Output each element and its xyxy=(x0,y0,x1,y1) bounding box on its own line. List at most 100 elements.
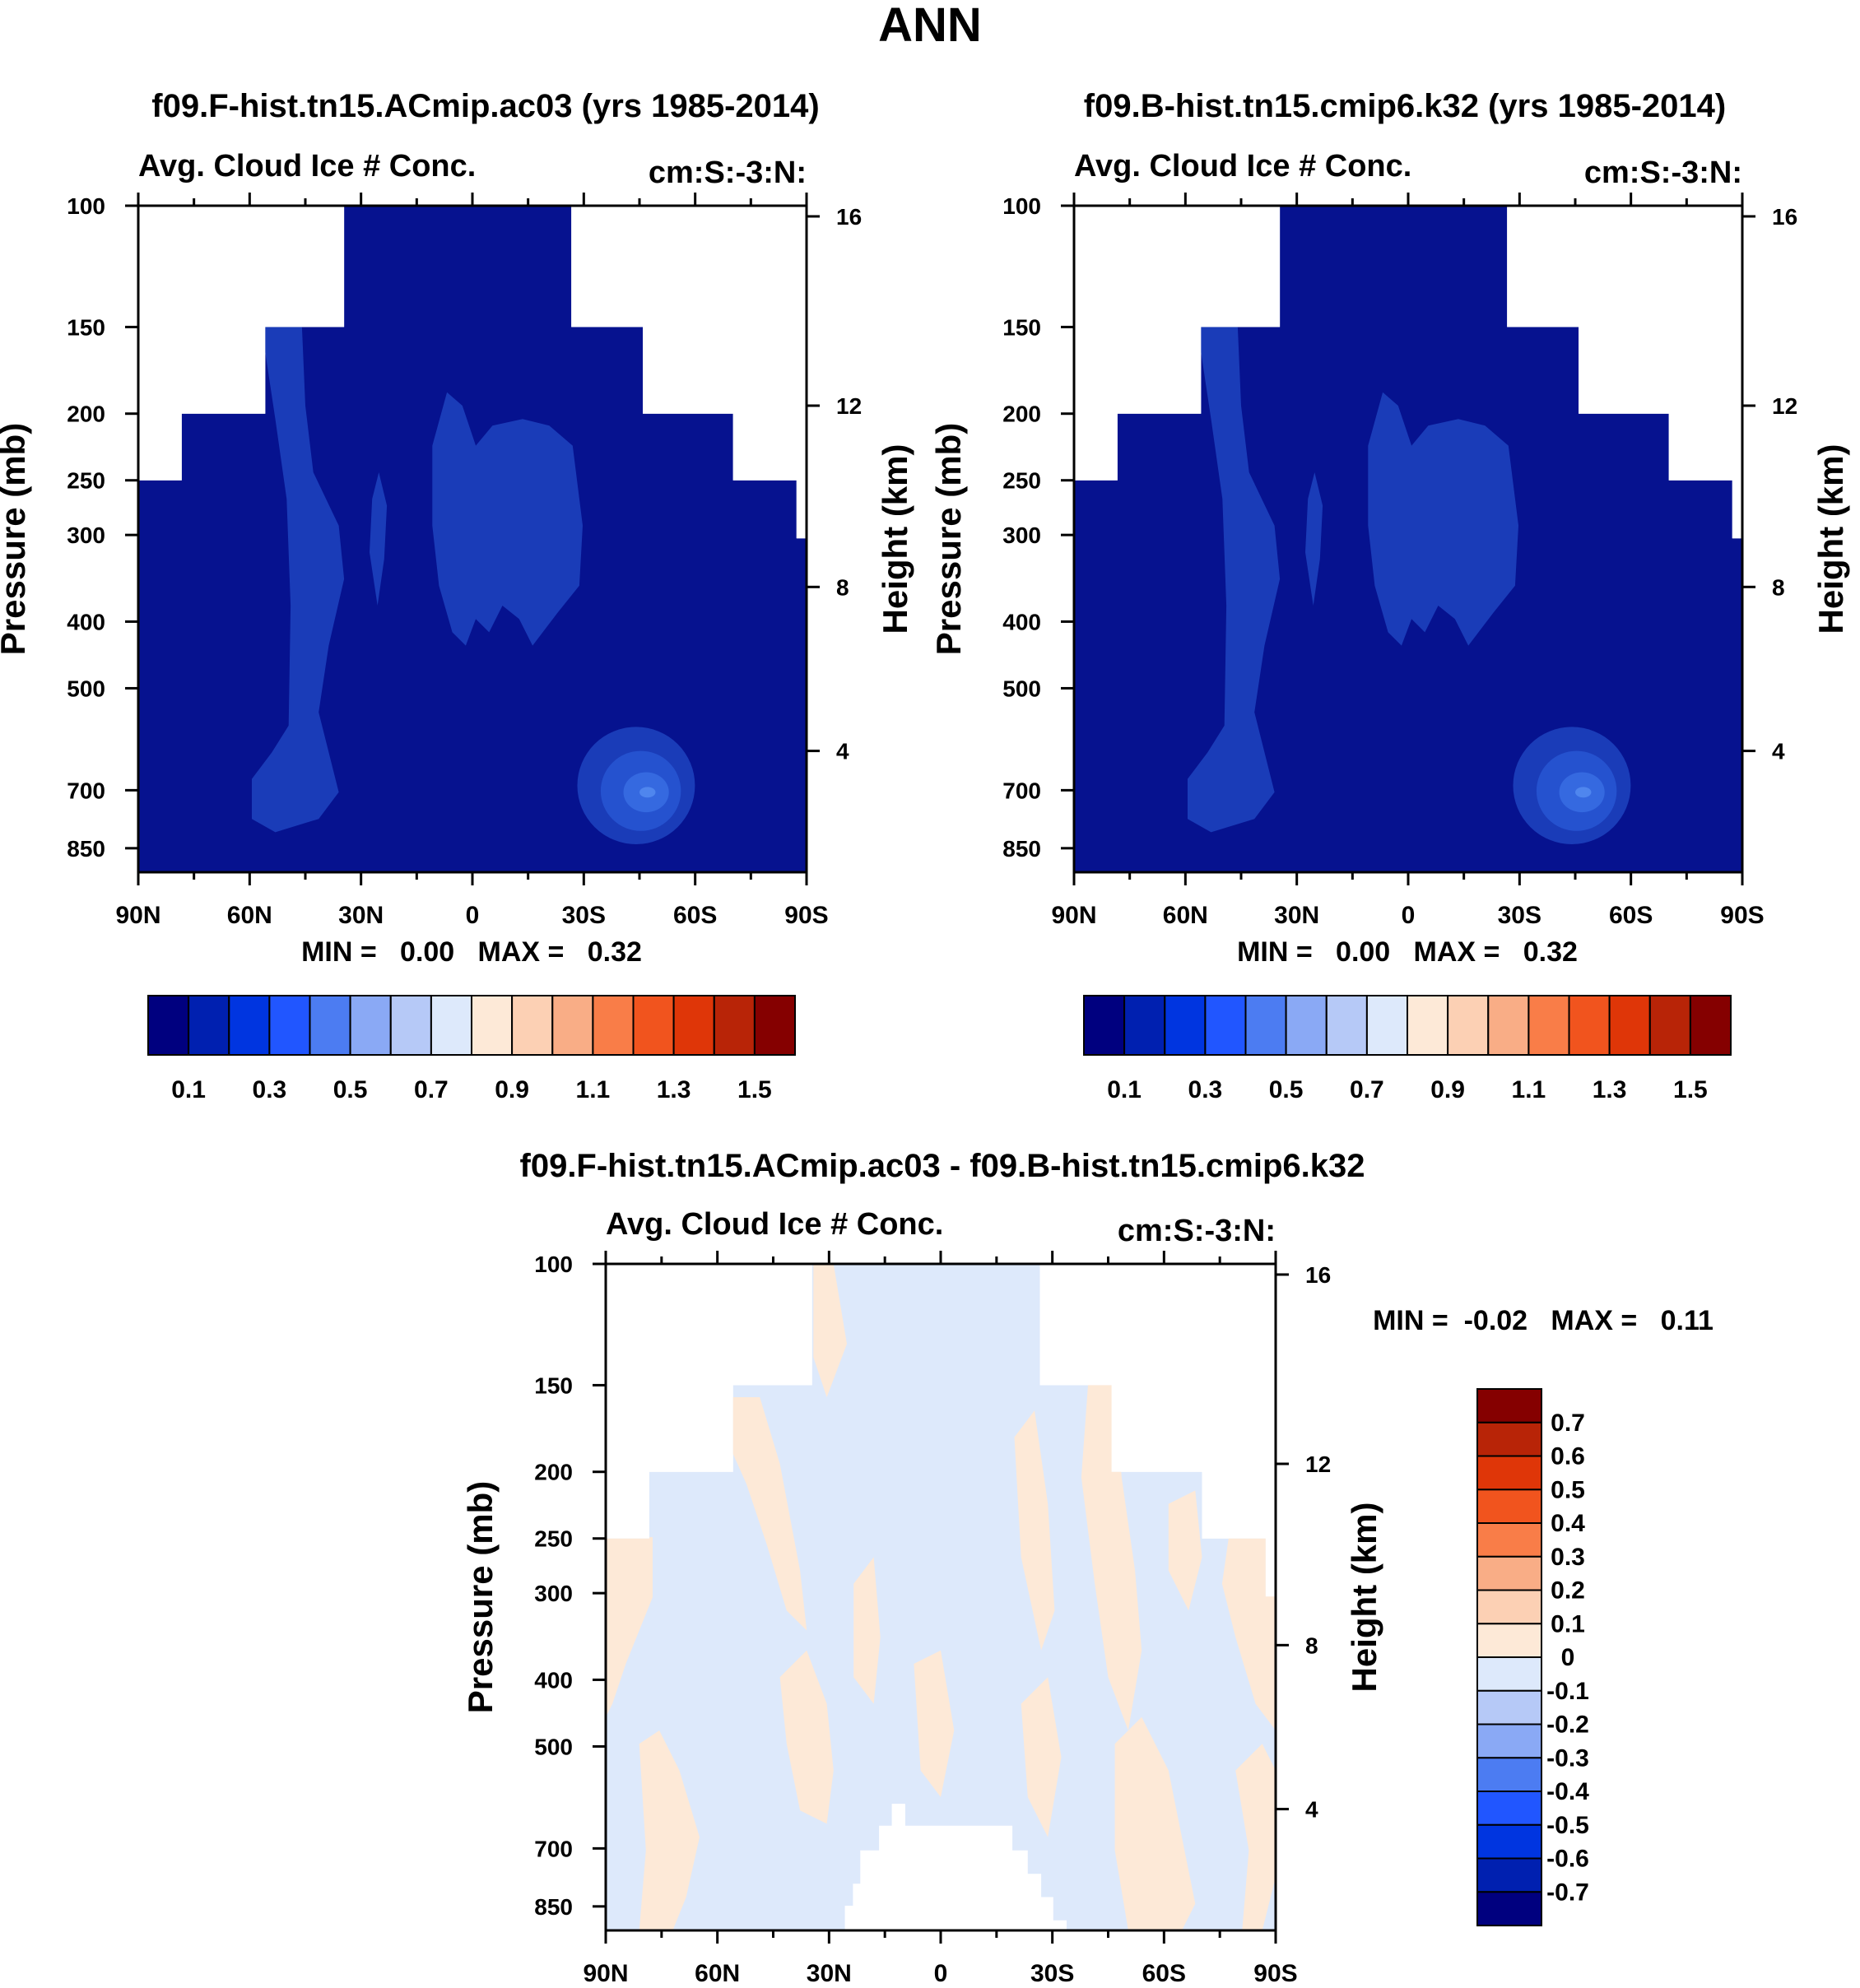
panel-3-y-axis-title: Pressure (mb) xyxy=(461,1481,500,1713)
panel-3-title: f09.F-hist.tn15.ACmip.ac03 - f09.B-hist.… xyxy=(520,1148,1365,1184)
panel-1-y-right-tick-label: 16 xyxy=(836,204,862,230)
panel-1-y-axis-title: Pressure (mb) xyxy=(0,423,32,655)
panel-3-colorbar-box xyxy=(1476,1656,1542,1692)
panel-2-y-tick-label: 150 xyxy=(1002,314,1041,340)
panel-3: f09.F-hist.tn15.ACmip.ac03 - f09.B-hist.… xyxy=(461,1148,1714,1987)
panel-2-y-axis-title: Pressure (mb) xyxy=(929,423,968,655)
panel-1-colorbar-box xyxy=(309,995,351,1056)
panel-1-colorbar-label: 0.5 xyxy=(333,1076,368,1103)
panel-1-colorbar-box xyxy=(430,995,473,1056)
panel-3-colorbar-label: 0.5 xyxy=(1551,1476,1585,1503)
panel-2-y-right-tick-label: 12 xyxy=(1772,393,1797,419)
panel-1-colorbar: 0.1 0.3 0.5 0.7 0.9 1.1 1.3 1.5 xyxy=(147,995,797,1103)
panel-2-y-tick-label: 500 xyxy=(1002,676,1041,701)
panel-3-y-right-tick-label: 4 xyxy=(1305,1797,1318,1823)
panel-1-colorbar-label: 0.7 xyxy=(414,1076,449,1103)
panel-1-colorbar-label: 0.3 xyxy=(253,1076,287,1103)
panel-1-y-right-tick-label: 12 xyxy=(836,393,862,419)
panel-2-y-tick-label: 700 xyxy=(1002,778,1041,803)
panel-3-colorbar-box xyxy=(1476,1791,1542,1826)
panel-2-colorbar-box xyxy=(1689,995,1732,1056)
panel-2-x-tick-label: 30N xyxy=(1274,902,1319,929)
panel-2-plot: 90N 60N 30N 0 30S 60S 90S 100 150 200 250 300 400 500… xyxy=(929,193,1850,929)
panel-2-field xyxy=(1074,206,1742,872)
panel-3-colorbar-box xyxy=(1476,1421,1542,1457)
panel-3-colorbar-box xyxy=(1476,1455,1542,1491)
panel-2-left-label: Avg. Cloud Ice # Conc. xyxy=(1074,149,1411,183)
panel-2-colorbar-box xyxy=(1365,995,1409,1056)
panel-3-plot: 90N 60N 30N 0 30S 60S 90S 100 150 200 250 300 400 500… xyxy=(461,1251,1383,1987)
panel-3-right-label: cm:S:-3:N: xyxy=(1118,1214,1276,1248)
panel-2-colorbar: 0.1 0.3 0.5 0.7 0.9 1.1 1.3 1.5 xyxy=(1083,995,1732,1103)
panel-3-colorbar-label: 0.6 xyxy=(1551,1443,1585,1470)
panel-3-y-tick-label: 700 xyxy=(534,1836,573,1861)
panel-1-colorbar-label: 1.5 xyxy=(737,1076,772,1103)
panel-3-positive-anomaly xyxy=(1081,1383,1142,1730)
panel-3-y-tick-label: 300 xyxy=(534,1581,573,1606)
panel-3-positive-anomaly xyxy=(719,1397,807,1631)
panel-2-colorbar-label: 0.5 xyxy=(1269,1076,1304,1103)
panel-2-colorbar-box xyxy=(1325,995,1368,1056)
panel-1-stats: MIN = 0.00 MAX = 0.32 xyxy=(301,936,642,968)
panel-3-colorbar-box xyxy=(1476,1689,1542,1726)
panel-1-colorbar-box xyxy=(713,995,756,1056)
panel-1-region-tropical xyxy=(432,392,583,646)
panel-1-colorbar-box xyxy=(389,995,432,1056)
panel-3-colorbar-box xyxy=(1476,1723,1542,1759)
panel-3-x-tick-label: 30S xyxy=(1030,1960,1074,1987)
panel-1-y-tick-label: 100 xyxy=(67,193,105,219)
panel-1-colorbar-label: 1.1 xyxy=(576,1076,611,1103)
panel-2-colorbar-label: 1.1 xyxy=(1512,1076,1546,1103)
panel-3-y-tick-label: 100 xyxy=(534,1252,573,1277)
panel-2-y-tick-label: 200 xyxy=(1002,402,1041,427)
panel-2-colorbar-box xyxy=(1164,995,1207,1056)
panel-3-x-tick-label: 0 xyxy=(934,1960,948,1987)
panel-1-colorbar-box xyxy=(753,995,797,1056)
panel-1-region-south-core xyxy=(639,787,656,798)
panel-3-y-tick-label: 250 xyxy=(534,1526,573,1552)
panel-3-stats: MIN = -0.02 MAX = 0.11 xyxy=(1373,1305,1714,1336)
panel-1-right-label: cm:S:-3:N: xyxy=(649,156,807,190)
panel-3-colorbar-label: -0.1 xyxy=(1546,1678,1589,1705)
panel-1-colorbar-box xyxy=(268,995,311,1056)
panel-2-y-right-tick-label: 8 xyxy=(1772,574,1785,600)
panel-3-positive-anomaly xyxy=(639,1730,700,1930)
panel-2-y-tick-label: 100 xyxy=(1002,193,1041,219)
panel-2-x-tick-label: 0 xyxy=(1402,902,1416,929)
panel-3-y-right-tick-label: 8 xyxy=(1305,1633,1318,1658)
panel-1-x-tick-label: 30N xyxy=(338,902,384,929)
panel-2-x-tick-label: 90N xyxy=(1051,902,1096,929)
panel-2-colorbar-box xyxy=(1204,995,1247,1056)
panel-2-region-tropical xyxy=(1368,392,1518,646)
panel-1-x-tick-label: 90N xyxy=(115,902,160,929)
panel-2-colorbar-box xyxy=(1487,995,1530,1056)
panel-2-x-tick-label: 30S xyxy=(1498,902,1541,929)
panel-1-colorbar-box xyxy=(511,995,554,1056)
panel-3-positive-anomaly xyxy=(1021,1677,1062,1837)
panel-1-colorbar-label: 1.3 xyxy=(657,1076,691,1103)
panel-3-colorbar-box xyxy=(1476,1623,1542,1659)
panel-3-x-tick-label: 30N xyxy=(807,1960,852,1987)
panel-1-colorbar-box xyxy=(672,995,715,1056)
panel-1-y-tick-label: 400 xyxy=(67,609,105,634)
panel-2-colorbar-box xyxy=(1285,995,1328,1056)
panel-3-positive-anomaly xyxy=(1014,1410,1055,1651)
panel-3-positive-anomaly xyxy=(853,1557,881,1704)
panel-1-x-tick-label: 30S xyxy=(562,902,606,929)
panel-3-x-tick-label: 90S xyxy=(1253,1960,1297,1987)
panel-3-positive-anomaly xyxy=(1221,1537,1276,1730)
panel-1-x-tick-label: 0 xyxy=(466,902,480,929)
panel-3-colorbar-label: -0.5 xyxy=(1546,1812,1589,1839)
panel-3-x-tick-label: 90N xyxy=(583,1960,628,1987)
panel-3-left-label: Avg. Cloud Ice # Conc. xyxy=(606,1207,943,1242)
panel-3-y-right-tick-label: 16 xyxy=(1305,1262,1331,1288)
panel-3-positive-anomaly xyxy=(1235,1744,1276,1930)
panel-2-region-south-core xyxy=(1575,787,1592,798)
panel-3-colorbar-label: -0.4 xyxy=(1546,1778,1589,1805)
panel-1-plot: 90N 60N 30N 0 30S 60S 90S 100 150 200 250 300 400 500… xyxy=(0,193,914,929)
panel-3-colorbar-label: -0.2 xyxy=(1546,1712,1589,1739)
panel-3-positive-anomaly xyxy=(813,1264,847,1397)
panel-2-right-label: cm:S:-3:N: xyxy=(1584,156,1742,190)
panel-1-y-right-tick-label: 4 xyxy=(836,739,849,764)
panel-3-colorbar-box xyxy=(1476,1589,1542,1625)
